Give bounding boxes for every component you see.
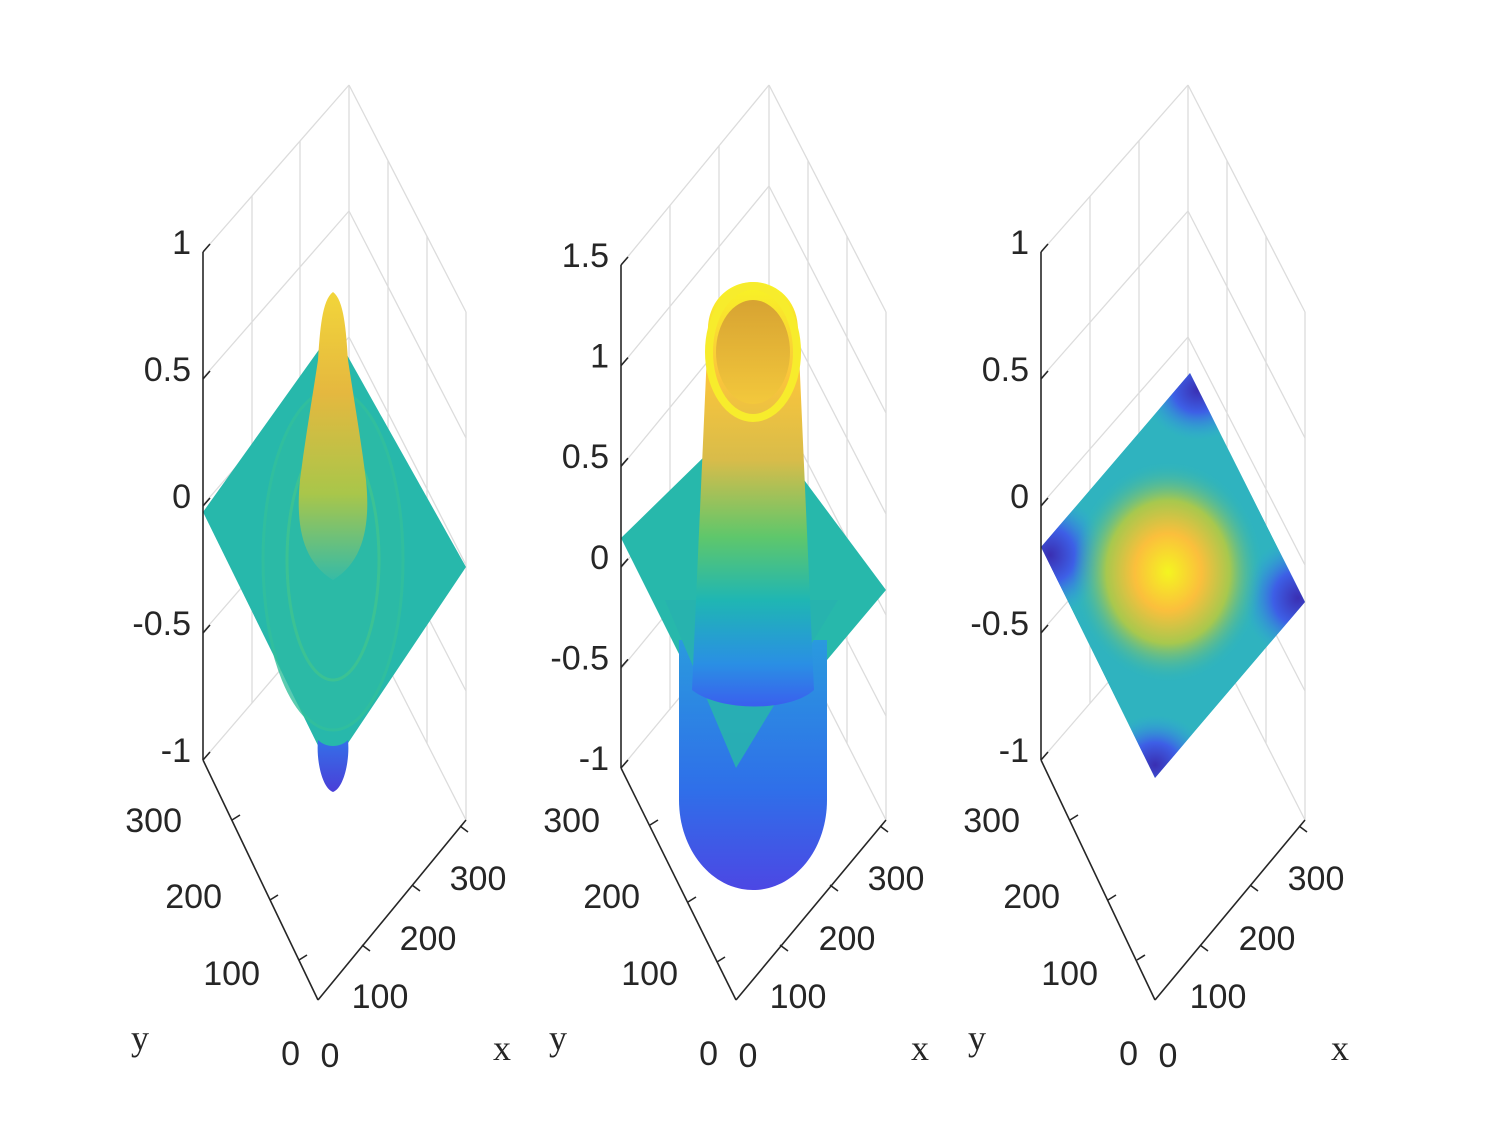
z-tick-label: 1 [172, 224, 191, 262]
y-tick-label: 200 [165, 878, 222, 916]
z-tick-mark [620, 759, 629, 769]
z-tick-mark [1040, 624, 1049, 634]
z-tick-label: 0.5 [982, 351, 1029, 389]
surface-spike-1 [298, 292, 368, 580]
z-tick-mark [202, 624, 211, 634]
x-tick-label: 200 [1239, 920, 1296, 958]
y-tick-label: 300 [125, 802, 182, 840]
y-tick-label: 100 [621, 955, 678, 993]
z-tick-mark [1040, 243, 1049, 253]
z-tick-label: -0.5 [550, 639, 609, 677]
x-tick-label: 200 [819, 920, 876, 958]
x-tick-label: 300 [450, 860, 507, 898]
y-tick-label: 100 [203, 955, 260, 993]
x-ticks-panel-3: 0 100 200 300 x [1159, 825, 1349, 1075]
y-tick-label: 200 [583, 878, 640, 916]
surface-panel-1 [203, 292, 466, 792]
surface-corner-bottom-3 [1100, 715, 1210, 778]
z-ticks-panel-1: -1 -0.5 0 0.5 1 [132, 224, 211, 770]
z-tick-label: 1 [1010, 224, 1029, 262]
z-tick-mark [620, 256, 629, 266]
x-tick-label: 100 [1190, 978, 1247, 1016]
surface-peak-3 [1073, 462, 1263, 682]
z-tick-mark [202, 243, 211, 253]
surface-panel-2 [621, 282, 886, 890]
surface-tube-opening-2 [716, 300, 790, 404]
z-tick-label: 0 [590, 539, 609, 577]
x-tick-label: 100 [352, 978, 409, 1016]
surface-tube-2 [692, 282, 814, 707]
z-tick-label: 0 [172, 478, 191, 516]
x-tick-label: 0 [321, 1037, 340, 1075]
surface-corner-top-3 [1143, 373, 1253, 440]
z-tick-label: 0.5 [562, 438, 609, 476]
x-axis-label: x [493, 1028, 511, 1068]
x-ticks-panel-2: 0 100 200 300 x [739, 825, 929, 1075]
z-ticks-panel-3: -1 -0.5 0 0.5 1 [970, 224, 1049, 770]
y-tick-label: 300 [963, 802, 1020, 840]
surface-dip-1 [317, 740, 349, 792]
x-tick-label: 0 [1159, 1037, 1178, 1075]
subplot-2: -1 -0.5 0 0.5 1 1.5 300 200 100 0 y 0 100 200… [543, 84, 929, 1075]
y-axis-label: y [549, 1018, 567, 1058]
z-ticks-panel-2: -1 -0.5 0 0.5 1 1.5 [550, 237, 629, 778]
x-tick-label: 300 [1288, 860, 1345, 898]
y-tick-label: 0 [1119, 1035, 1138, 1073]
z-tick-label: -0.5 [970, 605, 1029, 643]
z-tick-mark [1040, 370, 1049, 380]
z-tick-mark [202, 497, 211, 507]
z-tick-mark [1040, 751, 1049, 761]
z-tick-label: -1 [579, 740, 609, 778]
z-tick-mark [620, 658, 629, 668]
y-ticks-panel-2: 300 200 100 0 y [543, 802, 726, 1073]
y-tick-label: 300 [543, 802, 600, 840]
z-tick-mark [620, 558, 629, 568]
subplot-3: -1 -0.5 0 0.5 1 300 200 100 0 y 0 100 200 30… [963, 84, 1349, 1075]
z-tick-label: 1.5 [562, 237, 609, 275]
x-axis-label: x [911, 1028, 929, 1068]
z-tick-label: 0 [1010, 478, 1029, 516]
z-tick-label: -1 [161, 732, 191, 770]
y-ticks-panel-3: 300 200 100 0 y [963, 802, 1146, 1073]
y-tick-label: 0 [699, 1035, 718, 1073]
y-tick-label: 100 [1041, 955, 1098, 993]
z-tick-mark [620, 357, 629, 367]
x-tick-label: 200 [400, 920, 457, 958]
surface-corner-right-3 [1243, 538, 1305, 658]
x-tick-label: 300 [868, 860, 925, 898]
z-tick-label: -0.5 [132, 605, 191, 643]
z-tick-label: -1 [999, 732, 1029, 770]
surface-panel-3 [1041, 373, 1305, 778]
subplot-1: -1 -0.5 0 0.5 1 300 200 100 0 y 0 100 200 30… [125, 84, 511, 1075]
z-tick-label: 1 [590, 338, 609, 376]
y-tick-label: 0 [281, 1035, 300, 1073]
x-axis-label: x [1331, 1028, 1349, 1068]
z-tick-mark [202, 751, 211, 761]
y-axis-label: y [131, 1018, 149, 1058]
y-ticks-panel-1: 300 200 100 0 y [125, 802, 308, 1073]
z-tick-label: 0.5 [144, 351, 191, 389]
z-tick-mark [202, 370, 211, 380]
z-tick-mark [1040, 497, 1049, 507]
x-tick-label: 100 [770, 978, 827, 1016]
z-tick-mark [620, 457, 629, 467]
x-tick-label: 0 [739, 1037, 758, 1075]
x-ticks-panel-1: 0 100 200 300 x [321, 825, 511, 1075]
y-tick-label: 200 [1003, 878, 1060, 916]
y-axis-label: y [968, 1018, 986, 1058]
surface-tube-rim-2 [705, 282, 801, 422]
